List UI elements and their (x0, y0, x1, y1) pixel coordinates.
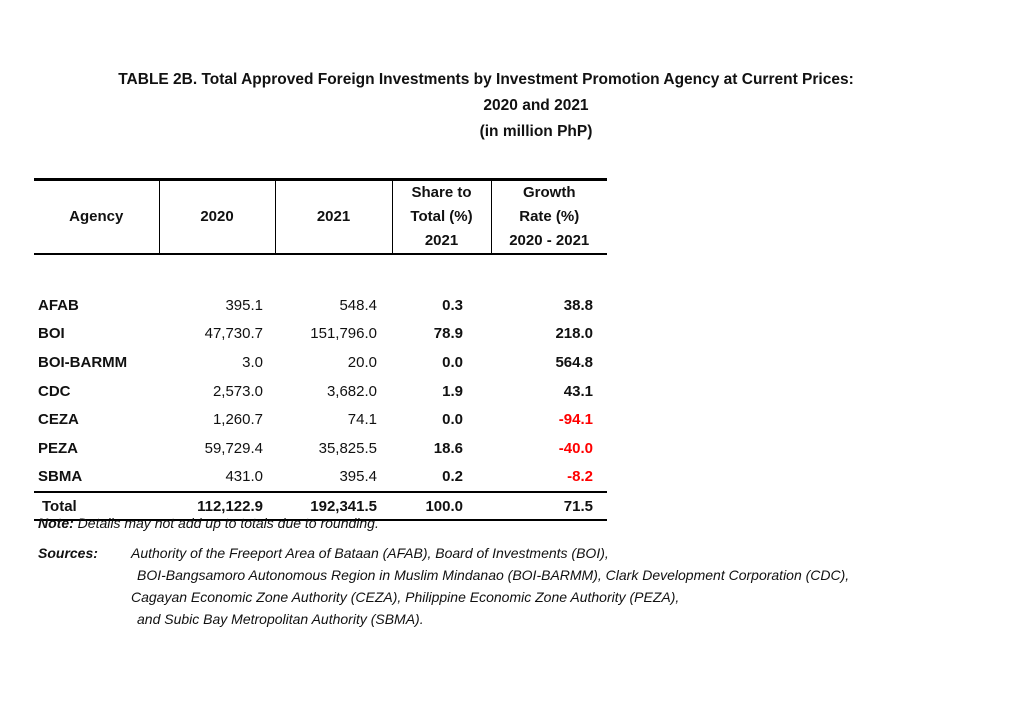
header-growth-line-3: 2020 - 2021 (509, 232, 590, 249)
header-share-line-2: Total (%) (410, 208, 473, 225)
note-text: Details may not add up to totals due to … (73, 515, 379, 531)
total-2021-cell: 192,341.5 (310, 497, 377, 515)
value-2021-cell: 74.1 (347, 411, 377, 429)
value-2021-cell: 151,796.0 (310, 325, 377, 343)
value-2020-cell: 3.0 (242, 353, 263, 371)
share-cell: 0.0 (442, 411, 463, 429)
header-growth: Growth Rate (%) 2020 - 2021 (491, 180, 607, 255)
agency-cell: CDC (38, 382, 71, 400)
share-cell: 0.3 (442, 296, 463, 314)
value-2020-cell: 59,729.4 (204, 439, 263, 457)
header-share: Share to Total (%) 2021 (392, 179, 492, 254)
value-2020-cell: 395.1 (225, 296, 263, 314)
sources-line: Authority of the Freeport Area of Bataan… (131, 545, 609, 561)
table-header-row: Agency 2020 2021 Share to Total (%) 2021… (34, 179, 607, 255)
sources-line: BOI-Bangsamoro Autonomous Region in Musl… (137, 567, 850, 583)
growth-cell: 43.1 (563, 382, 593, 400)
value-2020-cell: 2,573.0 (212, 382, 263, 400)
growth-cell: 218.0 (555, 325, 593, 343)
header-2020: 2020 (159, 179, 276, 254)
agency-cell: AFAB (38, 296, 79, 314)
title-line-2: 2020 and 2021 (483, 97, 589, 114)
total-share-cell: 100.0 (425, 497, 463, 515)
share-cell: 1.9 (442, 382, 463, 400)
table-total-row: Total 112,122.9 192,341.5 100.0 71.5 (34, 492, 607, 521)
table-row: SBMA 431.0 395.4 0.2 -8.2 (34, 463, 607, 493)
header-growth-line-2: Rate (%) (519, 208, 580, 225)
value-2020-cell: 1,260.7 (212, 411, 263, 429)
table-spacer-row (34, 254, 607, 291)
value-2021-cell: 20.0 (347, 353, 377, 371)
header-agency: Agency (34, 179, 160, 254)
share-cell: 0.0 (442, 353, 463, 371)
value-2021-cell: 395.4 (339, 468, 377, 486)
note-label: Note: (38, 515, 74, 531)
table-row: BOI-BARMM 3.0 20.0 0.0 564.8 (34, 348, 607, 377)
agency-cell: BOI (38, 325, 65, 343)
investments-table: Agency 2020 2021 Share to Total (%) 2021… (34, 178, 607, 521)
share-cell: 0.2 (442, 468, 463, 486)
sources-line: and Subic Bay Metropolitan Authority (SB… (137, 611, 424, 627)
table-row: BOI 47,730.7 151,796.0 78.9 218.0 (34, 320, 607, 349)
table-row: CEZA 1,260.7 74.1 0.0 -94.1 (34, 405, 607, 434)
table-body: AFAB 395.1 548.4 0.3 38.8 BOI 47,730.7 151,796.… (34, 254, 607, 521)
growth-cell: -8.2 (567, 468, 593, 486)
header-share-line-1: Share to (411, 184, 472, 201)
title-line-3: (in million PhP) (479, 123, 593, 140)
agency-cell: SBMA (38, 468, 83, 486)
total-growth-cell: 71.5 (563, 497, 593, 515)
sources-label: Sources: (38, 545, 98, 561)
total-label-cell: Total (42, 497, 77, 515)
value-2021-cell: 35,825.5 (318, 439, 377, 457)
table-note: Note: Details may not add up to totals d… (38, 515, 379, 531)
sources-lines: Authority of the Freeport Area of Bataan… (131, 542, 849, 630)
table-row: AFAB 395.1 548.4 0.3 38.8 (34, 291, 607, 320)
title-line-1: TABLE 2B. Total Approved Foreign Investm… (118, 71, 854, 88)
table-row: PEZA 59,729.4 35,825.5 18.6 -40.0 (34, 434, 607, 463)
growth-cell: 38.8 (563, 296, 593, 314)
value-2021-cell: 548.4 (339, 296, 377, 314)
share-cell: 78.9 (433, 325, 463, 343)
total-2020-cell: 112,122.9 (197, 497, 263, 515)
sources-line: Cagayan Economic Zone Authority (CEZA), … (131, 589, 680, 605)
table-title: TABLE 2B. Total Approved Foreign Investm… (0, 67, 1024, 145)
growth-cell: -94.1 (558, 411, 593, 429)
value-2020-cell: 47,730.7 (204, 325, 263, 343)
value-2021-cell: 3,682.0 (326, 382, 377, 400)
agency-cell: CEZA (38, 411, 79, 429)
share-cell: 18.6 (433, 439, 463, 457)
table-row: CDC 2,573.0 3,682.0 1.9 43.1 (34, 377, 607, 406)
header-growth-line-1: Growth (523, 184, 576, 201)
agency-cell: BOI-BARMM (38, 353, 128, 371)
growth-cell: -40.0 (558, 439, 593, 457)
investments-table-container: Agency 2020 2021 Share to Total (%) 2021… (34, 178, 607, 521)
header-share-line-3: 2021 (424, 232, 459, 249)
header-2021: 2021 (275, 179, 393, 254)
value-2020-cell: 431.0 (225, 468, 263, 486)
growth-cell: 564.8 (555, 353, 593, 371)
agency-cell: PEZA (38, 439, 79, 457)
